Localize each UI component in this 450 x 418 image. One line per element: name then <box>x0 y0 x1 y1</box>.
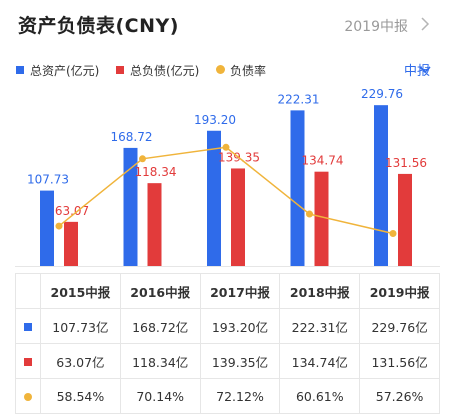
legend-label: 总资产(亿元) <box>30 64 100 78</box>
table-cell: 139.35亿 <box>199 343 281 379</box>
data-label-total-liabilities: 118.34 <box>135 165 177 179</box>
data-label-total-assets: 168.72 <box>111 130 153 144</box>
data-label-total-liabilities: 63.07 <box>55 204 89 218</box>
table-header-cell: 2016中报 <box>119 273 201 309</box>
period-dropdown[interactable]: 中报 <box>403 64 430 79</box>
bar-line-chart: 107.7363.07168.72118.34193.20139.35222.3… <box>15 87 440 267</box>
data-label-total-liabilities: 131.56 <box>385 156 427 170</box>
data-label-total-assets: 193.20 <box>194 113 236 127</box>
table-cell: 72.12% <box>199 378 281 414</box>
bar-total-liabilities <box>314 171 329 266</box>
bar-total-assets <box>40 190 54 266</box>
table-cell: 57.26% <box>359 378 440 414</box>
bar-total-assets <box>374 105 388 266</box>
table-cell: 229.76亿 <box>359 308 440 344</box>
bar-total-liabilities <box>231 168 245 266</box>
chevron-right-icon[interactable] <box>418 16 432 32</box>
chevron-down-icon[interactable] <box>419 65 431 75</box>
bar-total-liabilities <box>64 221 78 266</box>
table-cell: 168.72亿 <box>119 308 201 344</box>
data-table: 2015中报 2016中报 2017中报 2018中报 2019中报 107.7… <box>15 273 440 414</box>
row-marker <box>15 343 41 379</box>
page-title: 资产负债表(CNY) <box>18 15 179 37</box>
table-row: 107.73亿 168.72亿 193.20亿 222.31亿 229.76亿 <box>15 308 440 344</box>
table-cell: 193.20亿 <box>199 308 281 344</box>
table-cell: 118.34亿 <box>119 343 201 379</box>
data-label-total-assets: 107.73 <box>27 173 69 187</box>
data-label-total-assets: 222.31 <box>278 92 320 106</box>
debt-ratio-point <box>389 229 397 237</box>
debt-ratio-point <box>306 210 313 218</box>
table-cell: 134.74亿 <box>279 343 361 379</box>
legend-label: 总负债(亿元) <box>130 64 200 78</box>
table-cell: 60.61% <box>279 378 361 414</box>
legend-swatch-icon <box>116 66 124 74</box>
table-row: 63.07亿 118.34亿 139.35亿 134.74亿 131.56亿 <box>15 343 440 379</box>
legend-dot-icon <box>216 65 225 74</box>
bar-total-assets <box>207 130 221 266</box>
bar-total-liabilities <box>398 173 412 266</box>
debt-ratio-point <box>222 143 230 151</box>
bar-total-assets <box>123 147 138 266</box>
data-label-total-liabilities: 134.74 <box>302 154 344 168</box>
table-cell: 58.54% <box>40 378 121 414</box>
table-header-cell <box>15 273 41 309</box>
data-label-total-assets: 229.76 <box>361 87 403 101</box>
table-cell: 131.56亿 <box>359 343 440 379</box>
blue-square-icon <box>24 322 32 331</box>
row-marker <box>15 378 41 414</box>
debt-ratio-point <box>139 155 146 163</box>
period-link[interactable]: 2019中报 <box>344 19 408 35</box>
table-header-cell: 2019中报 <box>359 273 440 309</box>
red-square-icon <box>24 357 32 366</box>
table-header-cell: 2018中报 <box>279 273 361 309</box>
bar-total-assets <box>290 110 305 266</box>
bar-total-liabilities <box>147 183 162 266</box>
table-cell: 222.31亿 <box>279 308 361 344</box>
table-row: 58.54% 70.14% 72.12% 60.61% 57.26% <box>15 378 440 414</box>
header: 资产负债表(CNY) 2019中报 <box>0 0 450 50</box>
row-marker <box>15 308 41 344</box>
legend-label: 负债率 <box>230 64 267 78</box>
table-cell: 63.07亿 <box>40 343 121 379</box>
debt-ratio-point <box>55 222 63 230</box>
yellow-dot-icon <box>24 392 32 401</box>
legend-swatch-icon <box>16 66 24 74</box>
table-cell: 107.73亿 <box>40 308 121 344</box>
table-cell: 70.14% <box>119 378 201 414</box>
table-header-cell: 2015中报 <box>40 273 121 309</box>
table-header-row: 2015中报 2016中报 2017中报 2018中报 2019中报 <box>15 273 440 309</box>
table-header-cell: 2017中报 <box>199 273 281 309</box>
